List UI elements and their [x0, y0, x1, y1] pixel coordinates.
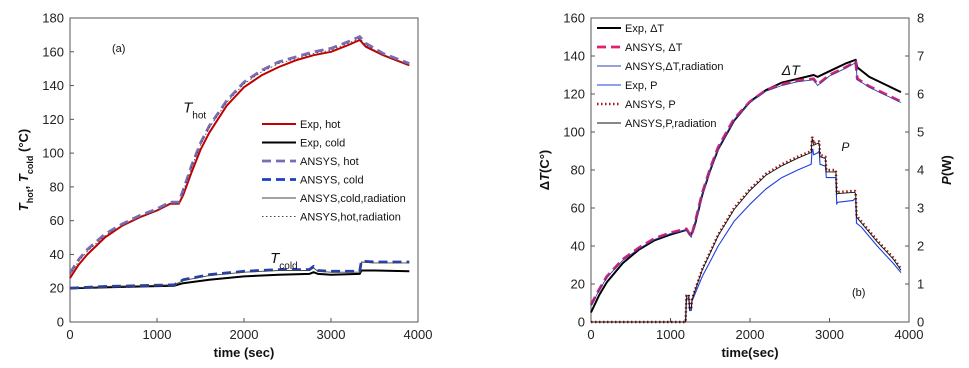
x-tick-label: 2000 [230, 327, 259, 342]
legend-entry-ansys-deltat: ANSYS, ΔT [625, 42, 683, 54]
curve-annotation-p: P [841, 140, 849, 154]
chart-panel-b: 0 1000 2000 3000 400002040608010012014016001… [537, 11, 954, 361]
y-right-tick-label: 6 [917, 87, 924, 102]
y-tick-label: 40 [571, 239, 585, 254]
x-tick-label: 0 [66, 327, 73, 342]
x-tick-label: 1000 [143, 327, 172, 342]
y-tick-label: 0 [57, 315, 64, 330]
x-axis-label: time(sec) [721, 345, 778, 360]
x-tick-label: 4000 [895, 327, 924, 342]
y-right-tick-label: 4 [917, 163, 924, 178]
x-axis-label: time (sec) [214, 345, 275, 360]
y-tick-label: 120 [42, 112, 64, 127]
y-right-tick-label: 5 [917, 125, 924, 140]
y-axis-label: Thot, Tcold (°C) [16, 129, 35, 212]
y-tick-label: 20 [50, 281, 64, 296]
series-line-exp-hot [69, 39, 410, 279]
curve-annotation-t-hot: Thot [183, 100, 206, 122]
legend-entry-exp-cold: Exp, cold [300, 138, 345, 150]
legend-entry-exp-p: Exp, P [625, 80, 657, 92]
x-tick-label: 4000 [404, 327, 433, 342]
legend-entry-exp-deltat: Exp, ΔT [625, 23, 664, 35]
y-right-tick-label: 8 [917, 11, 924, 26]
series-line-ansys-cold-radiation [69, 261, 410, 289]
x-tick-label: 1000 [656, 327, 685, 342]
y-tick-label: 140 [563, 49, 585, 64]
x-tick-label: 2000 [736, 327, 765, 342]
legend-entry-ansys-cold-radiation: ANSYS,cold,radiation [300, 193, 406, 205]
legend-entry-ansys-deltat-radiation: ANSYS,ΔT,radiation [625, 61, 723, 73]
legend-entry-ansys-hot-radiation: ANSYS,hot,radiation [300, 212, 401, 224]
y-tick-label: 60 [571, 201, 585, 216]
legend-entry-ansys-p-radiation: ANSYS,P,radiation [625, 118, 717, 130]
chart-panel-a: 0 1000 2000 3000 4000 0 20 40 60 80 100 120 140 160 18… [16, 11, 432, 361]
y-tick-label: 180 [42, 11, 64, 26]
y-right-tick-label: 7 [917, 49, 924, 64]
y-right-tick-label: 0 [917, 315, 924, 330]
y-tick-label: 40 [50, 247, 64, 262]
y-tick-label: 160 [42, 44, 64, 59]
series-line-exp-deltat [590, 58, 902, 313]
curve-annotation-deltat: ΔT [781, 62, 801, 78]
curve-annotation-t-cold: Tcold [270, 250, 298, 272]
x-tick-label: 0 [587, 327, 594, 342]
legend-entry-ansys-hot: ANSYS, hot [300, 156, 359, 168]
x-tick-label: 3000 [815, 327, 844, 342]
series-line-ansys-hot [68, 35, 410, 274]
y-tick-label: 20 [571, 277, 585, 292]
legend-entry-ansys-p: ANSYS, P [625, 99, 676, 111]
y-tick-label: 140 [42, 78, 64, 93]
y-axis-label: ΔT(C°) [537, 150, 552, 191]
x-tick-label: 3000 [317, 327, 346, 342]
y-tick-label: 160 [563, 11, 585, 26]
legend-entry-exp-hot: Exp, hot [300, 119, 340, 131]
y-right-tick-label: 2 [917, 239, 924, 254]
y-tick-label: 80 [50, 179, 64, 194]
y-tick-label: 100 [563, 125, 585, 140]
y-right-tick-label: 3 [917, 201, 924, 216]
series-line-ansys-deltat-radiation [590, 62, 902, 307]
y-axis-label-right: P(W) [939, 155, 954, 185]
y-right-tick-label: 1 [917, 277, 924, 292]
panel-label: (a) [112, 43, 125, 55]
y-tick-label: 60 [50, 213, 64, 228]
y-tick-label: 100 [42, 146, 64, 161]
y-tick-label: 80 [571, 163, 585, 178]
series-line-ansys-p-radiation [591, 139, 902, 323]
y-tick-label: 0 [578, 315, 585, 330]
legend-entry-ansys-cold: ANSYS, cold [300, 175, 364, 187]
y-tick-label: 120 [563, 87, 585, 102]
panel-label: (b) [852, 287, 865, 299]
